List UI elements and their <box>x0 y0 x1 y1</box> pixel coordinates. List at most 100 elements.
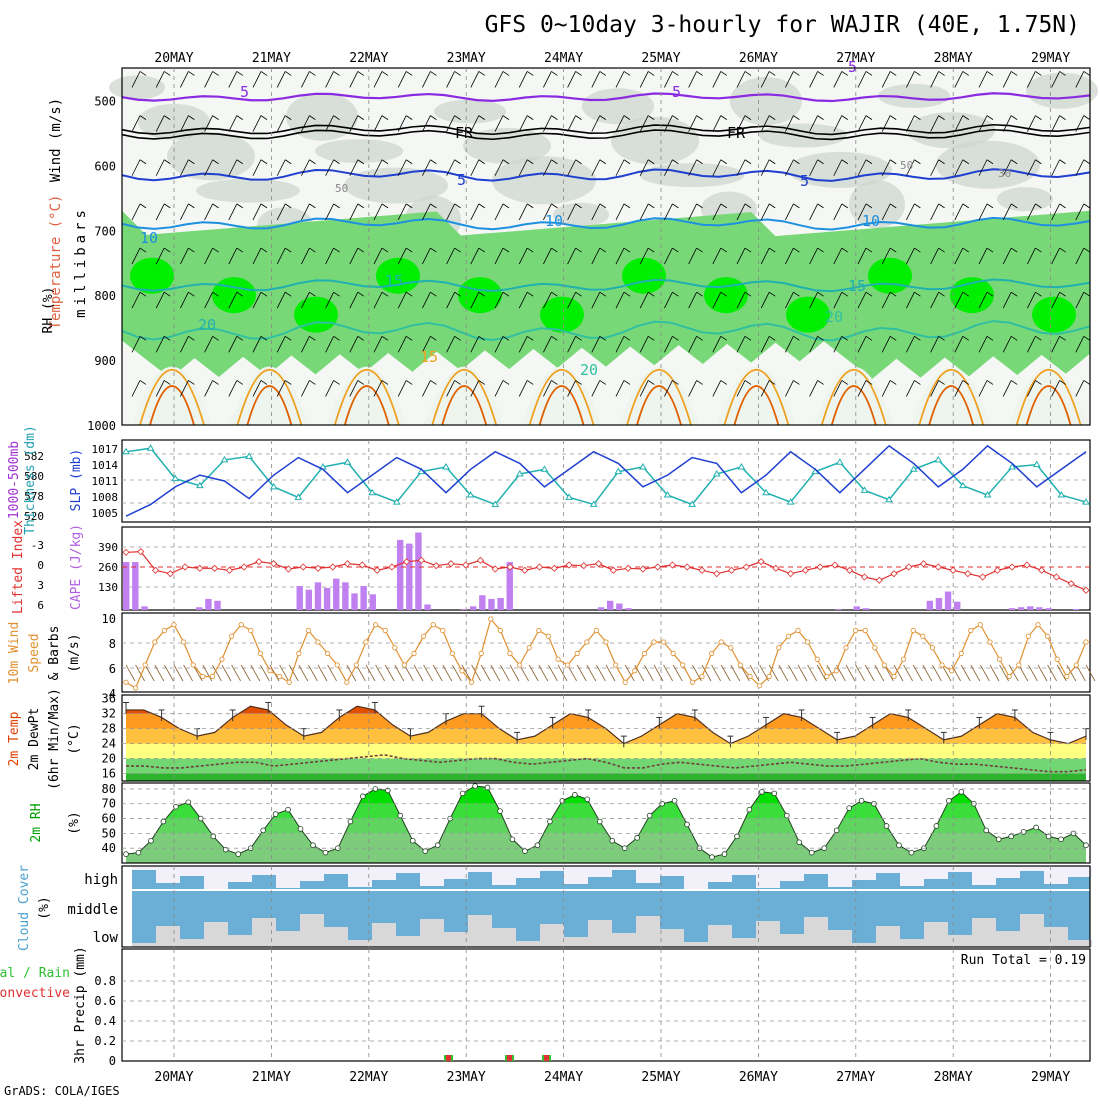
low-cloud-gap <box>636 916 660 947</box>
low-cloud-gap <box>780 934 804 947</box>
pressure-tick: 700 <box>94 224 116 238</box>
wind-barb <box>301 247 310 265</box>
low-cloud-gap <box>1020 914 1044 947</box>
wind-barb <box>688 115 697 132</box>
wind-barb <box>978 203 988 221</box>
high-cloud-gap <box>660 866 684 876</box>
thickness-marker <box>245 452 253 459</box>
surface-dome <box>424 366 505 425</box>
wind-barb <box>960 664 971 682</box>
wind-barb-flag <box>938 159 945 165</box>
wind-barb-flag <box>430 71 437 76</box>
wind-barb <box>591 71 601 88</box>
wind-barb-flag <box>1059 115 1066 120</box>
wind-barb-flag <box>768 380 776 385</box>
wind-barb-flag <box>841 291 849 297</box>
ylabel-wind: Wind (m/s) <box>48 98 64 182</box>
series-line <box>125 447 1087 506</box>
temp-contour-30 <box>246 385 293 426</box>
wind-speed-marker <box>257 650 263 657</box>
wind-barb-flag <box>236 247 244 253</box>
wind-speed-marker <box>660 639 667 645</box>
cape-bar <box>333 578 340 610</box>
wind-barb <box>470 203 480 221</box>
high-cloud-gap <box>180 866 204 876</box>
li-tick: 6 <box>37 599 44 612</box>
wind-barb-flag <box>696 291 703 297</box>
rh-marker <box>908 849 915 856</box>
wind-barb-flag <box>139 203 147 209</box>
thickness-marker <box>762 488 770 496</box>
wind-barb-flag <box>478 247 486 253</box>
wind-barb <box>736 380 746 397</box>
wind-tick: 6 <box>109 662 116 676</box>
wind-barb-flag <box>236 159 244 165</box>
wind-barb-flag <box>914 291 921 297</box>
wind-barb <box>639 291 649 309</box>
rh-high <box>786 296 830 333</box>
contour-label: 5 <box>800 172 809 190</box>
li-tick: 3 <box>37 579 44 592</box>
wind-barb <box>397 336 407 353</box>
wind-barb-flag <box>623 380 631 385</box>
wind-barb <box>1008 664 1019 682</box>
wind-speed-marker <box>1006 673 1012 680</box>
temp-contour-30 <box>1025 385 1072 426</box>
wind-speed-marker <box>219 656 225 662</box>
wind-barb <box>906 247 915 265</box>
wind-barb <box>276 159 286 176</box>
li-marker <box>521 566 529 574</box>
wind-barb <box>978 71 988 88</box>
cape-bar <box>342 582 349 610</box>
wind-barb-flag <box>454 203 461 209</box>
wind-barb-flag <box>333 247 340 253</box>
wind-speed-marker <box>200 673 206 680</box>
ylabel-thickness-2: Thickness (dm) <box>23 425 38 535</box>
cape-bar <box>196 607 203 610</box>
wind-barb <box>231 664 241 682</box>
wind-barb-flag <box>139 335 147 341</box>
wind-barb <box>930 115 939 132</box>
ylabel-precip-2: Convective <box>0 986 70 1001</box>
thickness-marker <box>589 500 598 507</box>
rh-marker <box>310 842 316 849</box>
rh-band <box>126 803 1086 819</box>
wind-barb-flag <box>502 71 510 76</box>
top-date-label: 21MAY <box>252 51 291 66</box>
cape-li-panel: -3 0 3 6 390 260 130 Lifted Index CAPE (J/kg) <box>11 520 1091 614</box>
wind-barb <box>422 291 431 309</box>
wind-speed-marker <box>296 650 302 657</box>
rh-high <box>376 257 420 294</box>
rh-marker <box>235 851 242 857</box>
li-marker <box>535 563 544 571</box>
wind-barb <box>857 247 867 265</box>
wind-barb <box>373 203 383 221</box>
wind-barb <box>180 247 189 265</box>
wind-barb <box>596 664 606 682</box>
cloud-frame <box>121 865 1091 948</box>
wind-speed-marker <box>670 650 676 657</box>
cape-bar <box>396 539 404 610</box>
rh-shade <box>315 139 403 164</box>
wind-barb <box>712 336 722 353</box>
wind-barb-flag <box>284 115 292 120</box>
low-cloud-gap <box>132 943 156 947</box>
wind-barb <box>543 247 552 265</box>
thickness-tick: 582 <box>24 450 44 463</box>
wind-barb-flag <box>720 203 728 209</box>
thickness-marker <box>392 498 401 505</box>
surface-dome <box>229 366 310 425</box>
wind-barb <box>325 71 334 88</box>
low-cloud-gap <box>1044 927 1068 947</box>
wind-barb <box>930 71 939 88</box>
wind-barb <box>1002 247 1012 265</box>
wind-barb <box>688 247 697 265</box>
rh-marker <box>709 854 715 860</box>
temp-tick: 36 <box>102 692 116 706</box>
wind-barb <box>906 159 915 176</box>
bottom-date-label: 22MAY <box>349 1070 388 1085</box>
wind-barb-flag <box>284 159 292 165</box>
wind-barb <box>809 336 818 353</box>
wind-speed-marker <box>229 633 235 639</box>
wind-speed-marker <box>545 633 552 639</box>
